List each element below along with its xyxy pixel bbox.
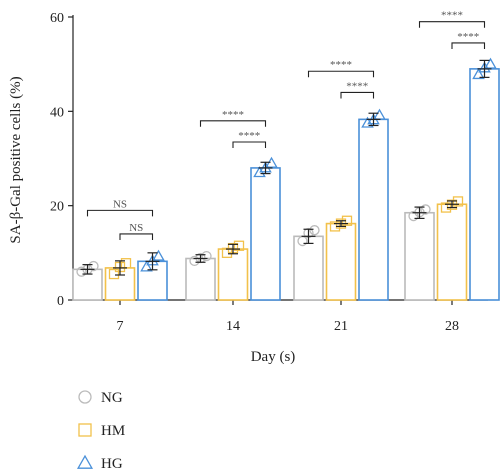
point-hm (120, 258, 132, 269)
x-tick-label: 14 (226, 319, 240, 334)
significance-bracket (119, 233, 154, 240)
legend-label-hg: HG (101, 456, 123, 472)
bar-hg-day-28 (469, 68, 500, 301)
significance-label: **** (441, 10, 463, 22)
point-hg (361, 116, 374, 128)
significance-label: **** (222, 109, 244, 121)
point-ng (189, 255, 200, 267)
significance-label: NS (113, 198, 127, 210)
point-ng (420, 204, 431, 215)
significance-label: **** (330, 59, 352, 71)
y-tick-label: 0 (57, 294, 64, 309)
x-tick-label: 7 (117, 319, 124, 334)
significance-bracket (86, 209, 154, 217)
bar-ng-day-28 (404, 211, 435, 301)
significance-bracket (199, 120, 267, 127)
point-hm (233, 240, 245, 251)
bar-ng-day-21 (293, 235, 324, 301)
point-hm (108, 268, 120, 280)
legend-label-ng: NG (101, 390, 123, 406)
x-tick-label: 28 (445, 319, 459, 334)
bar-ng-day-14 (185, 257, 216, 301)
significance-label: NS (129, 222, 143, 234)
bar-hm-day-21 (325, 222, 357, 301)
x-tick-label: 21 (334, 319, 348, 334)
point-hg (472, 68, 485, 80)
legend-marker-hg (76, 454, 94, 469)
significance-bracket (418, 21, 486, 28)
point-hg (484, 57, 497, 69)
point-hg (152, 249, 165, 261)
error-bars (80, 59, 492, 276)
significance-label: **** (346, 80, 368, 92)
significance-label: **** (238, 130, 260, 142)
significance-label: **** (457, 31, 479, 43)
significance-bracket (307, 70, 375, 78)
point-ng (88, 260, 99, 272)
y-tick-label: 60 (50, 11, 64, 26)
y-axis-title: SA-β-Gal positive cells (%) (8, 76, 24, 243)
legend-label-hm: HM (101, 423, 125, 439)
legend: NG HM HG (76, 390, 125, 472)
legend-marker-ng (78, 390, 92, 404)
significance-bracket (340, 91, 375, 99)
legend-marker-hm (78, 423, 92, 437)
significance-bracket (232, 141, 267, 148)
bar-hg-day-14 (250, 167, 281, 301)
point-hg (140, 260, 153, 272)
bar-hg-day-21 (358, 118, 389, 301)
point-ng (201, 250, 212, 262)
significance-bracket (451, 42, 486, 49)
x-axis-title: Day (s) (251, 349, 296, 365)
y-tick-label: 20 (50, 200, 64, 215)
bar-hm-day-28 (436, 203, 468, 301)
point-ng (309, 225, 320, 236)
point-ng (76, 266, 87, 277)
bars (72, 68, 500, 301)
y-tick-label: 40 (50, 105, 64, 120)
